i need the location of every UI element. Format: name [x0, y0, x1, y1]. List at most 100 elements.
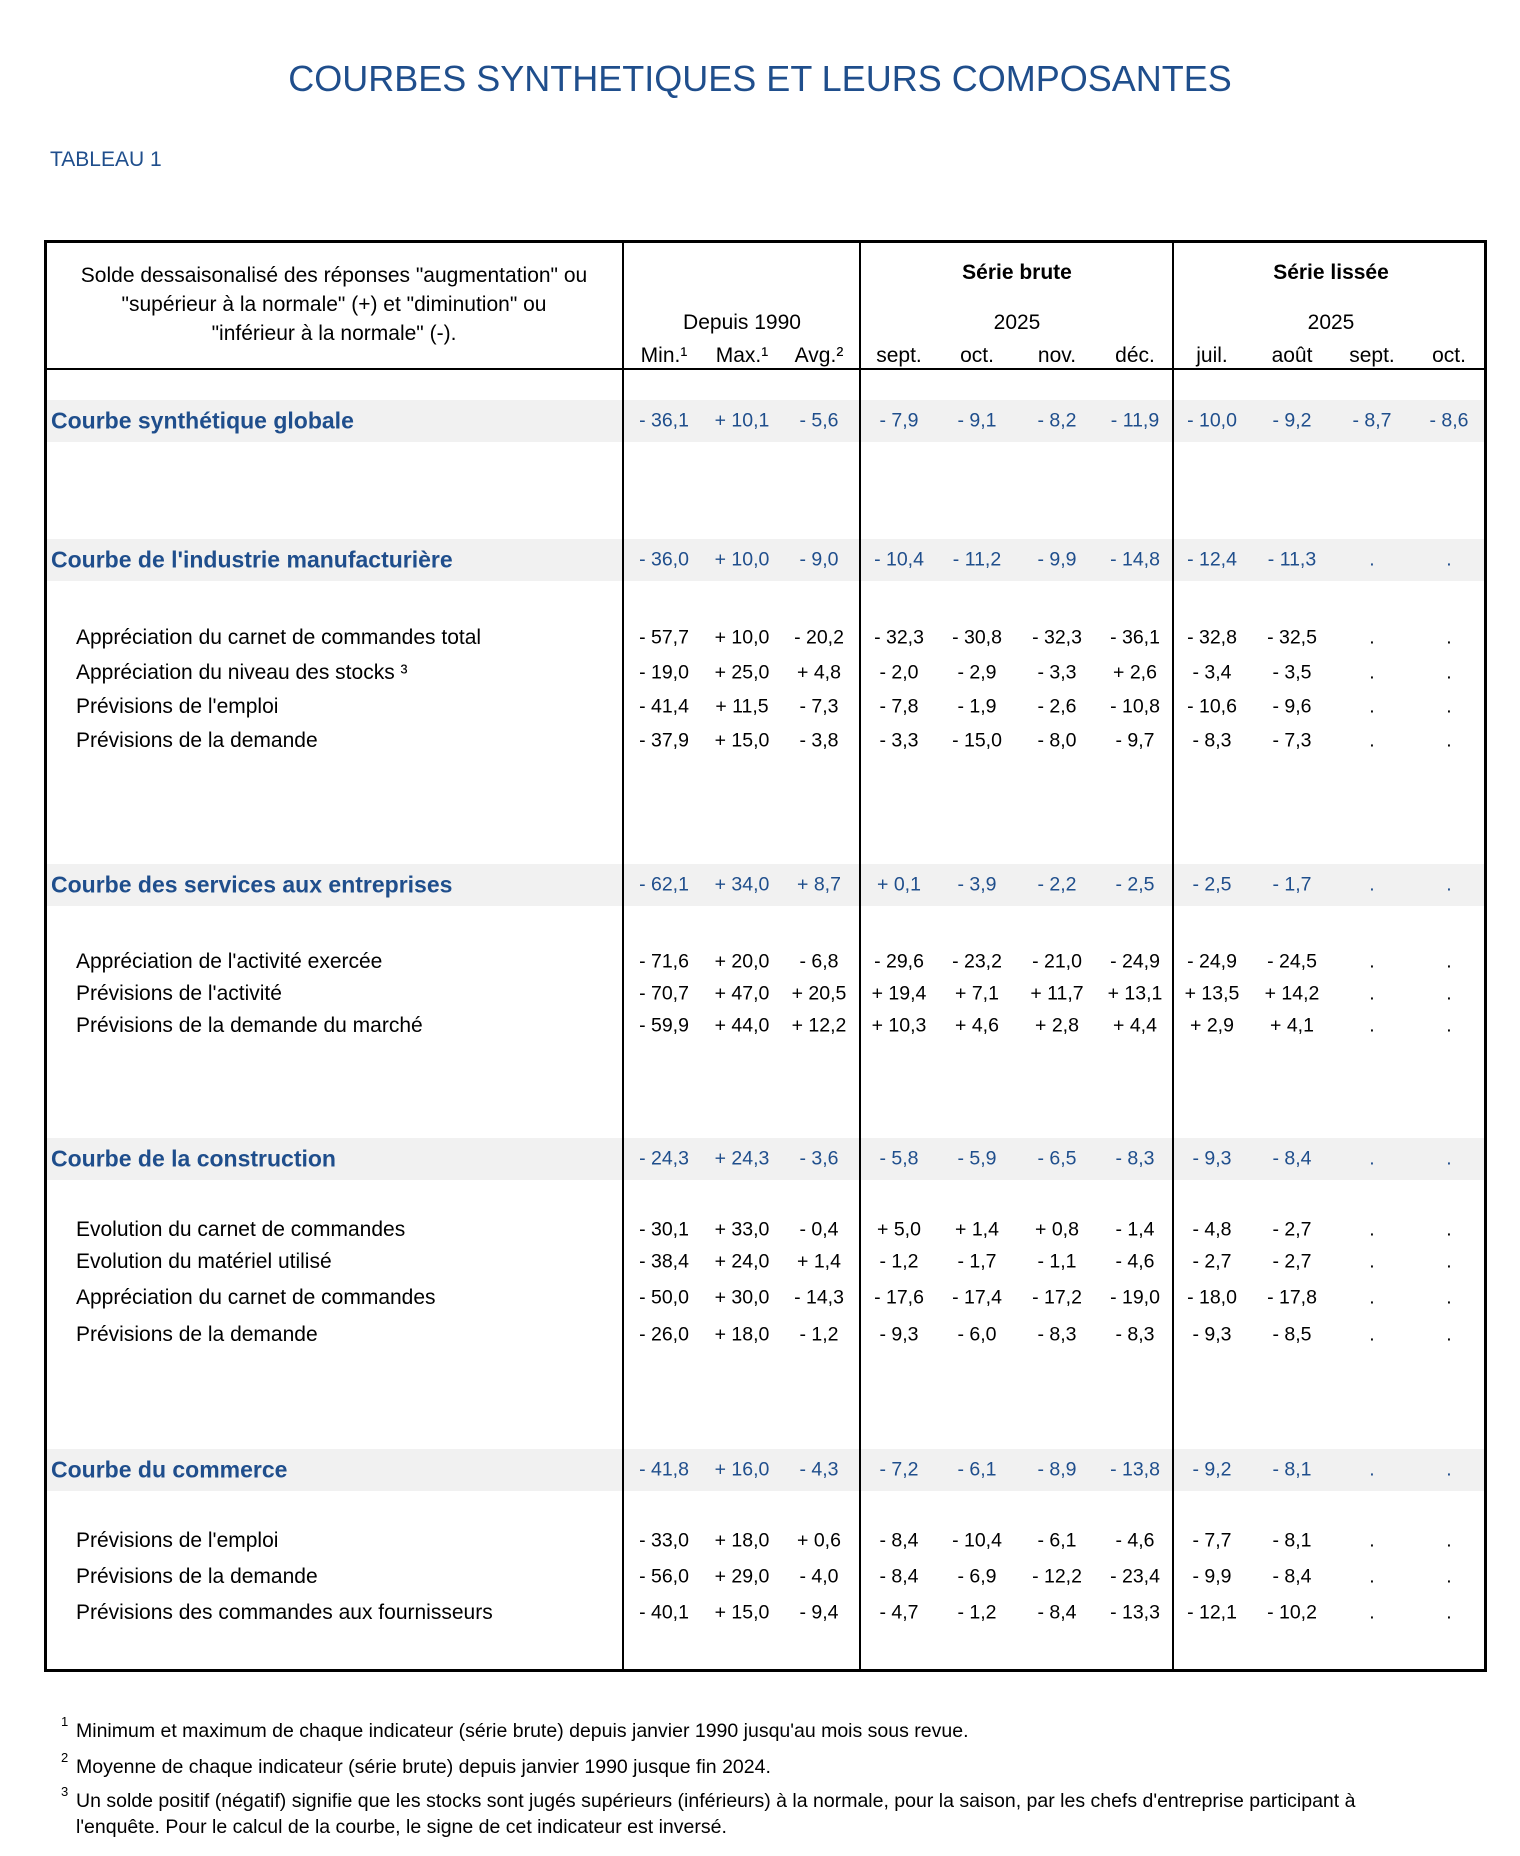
section-value: - 9,0	[799, 548, 839, 571]
row-value: - 0,4	[799, 1218, 839, 1241]
row-value: + 7,1	[955, 982, 999, 1005]
row-value: + 10,0	[714, 626, 770, 649]
row-value: .	[1369, 1286, 1375, 1309]
row-value: .	[1369, 729, 1375, 752]
section-value: - 5,6	[799, 409, 839, 432]
row-value: .	[1446, 1286, 1452, 1309]
row-value: - 9,4	[799, 1601, 839, 1624]
section-value: - 1,7	[1272, 873, 1312, 896]
section-value: - 9,2	[1192, 1458, 1232, 1481]
row-value: .	[1446, 982, 1452, 1005]
row-value: .	[1446, 1323, 1452, 1346]
row-value: + 47,0	[714, 982, 770, 1005]
section-value: - 5,9	[957, 1147, 997, 1170]
section-value: .	[1446, 548, 1452, 571]
row-value: + 10,3	[871, 1014, 927, 1037]
row-value: + 20,5	[791, 982, 847, 1005]
row-value: - 2,6	[1037, 695, 1077, 718]
column-header: oct.	[960, 344, 994, 367]
row-value: + 20,0	[714, 950, 770, 973]
page-title: COURBES SYNTHETIQUES ET LEURS COMPOSANTE…	[288, 58, 1232, 99]
row-value: - 4,6	[1115, 1250, 1155, 1273]
row-value: .	[1369, 1250, 1375, 1273]
section-value: .	[1446, 1458, 1452, 1481]
row-label: Appréciation du carnet de commandes	[76, 1286, 436, 1309]
section-value: - 3,6	[799, 1147, 839, 1170]
row-value: - 8,0	[1037, 729, 1077, 752]
row-value: - 1,2	[799, 1323, 839, 1346]
row-value: + 0,8	[1035, 1218, 1079, 1241]
row-value: - 4,6	[1115, 1529, 1155, 1552]
row-value: - 9,3	[1192, 1323, 1232, 1346]
section-value: - 10,4	[874, 548, 924, 571]
row-value: .	[1369, 1218, 1375, 1241]
row-value: + 15,0	[714, 1601, 770, 1624]
row-value: - 20,2	[794, 626, 844, 649]
row-value: .	[1446, 729, 1452, 752]
row-value: - 38,4	[639, 1250, 689, 1273]
header-serie-lissee: Série lissée	[1273, 261, 1389, 284]
row-value: + 33,0	[714, 1218, 770, 1241]
section-title: Courbe des services aux entreprises	[51, 871, 453, 898]
row-value: - 13,3	[1110, 1601, 1160, 1624]
section-value: - 2,5	[1192, 873, 1232, 896]
row-value: - 8,3	[1192, 729, 1232, 752]
row-value: - 9,3	[879, 1323, 919, 1346]
row-value: - 1,4	[1115, 1218, 1155, 1241]
row-value: - 19,0	[1110, 1286, 1160, 1309]
row-value: - 1,1	[1037, 1250, 1077, 1273]
row-value: - 10,8	[1110, 695, 1160, 718]
section-value: - 24,3	[639, 1147, 689, 1170]
row-label: Prévisions de l'emploi	[76, 695, 279, 718]
footnote-text: Minimum et maximum de chaque indicateur …	[76, 1720, 969, 1742]
row-value: - 14,3	[794, 1286, 844, 1309]
row-value: - 10,6	[1187, 695, 1237, 718]
section-value: - 6,1	[957, 1458, 997, 1481]
row-value: + 2,6	[1113, 661, 1157, 684]
row-value: + 4,6	[955, 1014, 999, 1037]
row-value: - 24,9	[1110, 950, 1160, 973]
row-label: Evolution du carnet de commandes	[76, 1218, 406, 1241]
section-value: - 8,7	[1352, 409, 1392, 432]
section-value: .	[1446, 873, 1452, 896]
section-value: - 9,3	[1192, 1147, 1232, 1170]
section-title: Courbe de l'industrie manufacturière	[51, 546, 453, 573]
row-value: - 7,3	[1272, 729, 1312, 752]
row-label: Appréciation du carnet de commandes tota…	[76, 626, 482, 649]
section-value: .	[1446, 1147, 1452, 1170]
row-value: - 36,1	[1110, 626, 1160, 649]
row-value: - 8,5	[1272, 1323, 1312, 1346]
column-header: nov.	[1037, 344, 1077, 367]
row-value: - 6,0	[957, 1323, 997, 1346]
row-value: - 57,7	[639, 626, 689, 649]
footnote-mark: 1	[61, 1714, 69, 1729]
row-value: - 4,7	[879, 1601, 919, 1624]
row-value: + 13,5	[1184, 982, 1240, 1005]
section-value: + 16,0	[714, 1458, 770, 1481]
section-value: - 8,1	[1272, 1458, 1312, 1481]
row-value: - 8,1	[1272, 1529, 1312, 1552]
row-value: - 3,3	[879, 729, 919, 752]
row-value: - 21,0	[1032, 950, 1082, 973]
section-value: - 4,3	[799, 1458, 839, 1481]
section-value: - 13,8	[1110, 1458, 1160, 1481]
row-label: Prévisions de la demande du marché	[76, 1014, 423, 1037]
row-value: + 14,2	[1264, 982, 1320, 1005]
row-value: - 24,9	[1187, 950, 1237, 973]
row-value: - 26,0	[639, 1323, 689, 1346]
section-value: - 9,9	[1037, 548, 1077, 571]
row-value: + 44,0	[714, 1014, 770, 1037]
row-value: .	[1369, 626, 1375, 649]
row-value: + 24,0	[714, 1250, 770, 1273]
row-label: Prévisions des commandes aux fournisseur…	[76, 1601, 493, 1624]
column-header: août	[1271, 344, 1313, 367]
row-value: - 1,7	[957, 1250, 997, 1273]
row-value: - 41,4	[639, 695, 689, 718]
section-value: - 7,9	[879, 409, 919, 432]
section-value: - 2,5	[1115, 873, 1155, 896]
row-value: - 9,6	[1272, 695, 1312, 718]
row-value: .	[1446, 695, 1452, 718]
section-title: Courbe du commerce	[51, 1456, 288, 1483]
row-value: + 1,4	[797, 1250, 841, 1273]
section-value: - 36,0	[639, 548, 689, 571]
